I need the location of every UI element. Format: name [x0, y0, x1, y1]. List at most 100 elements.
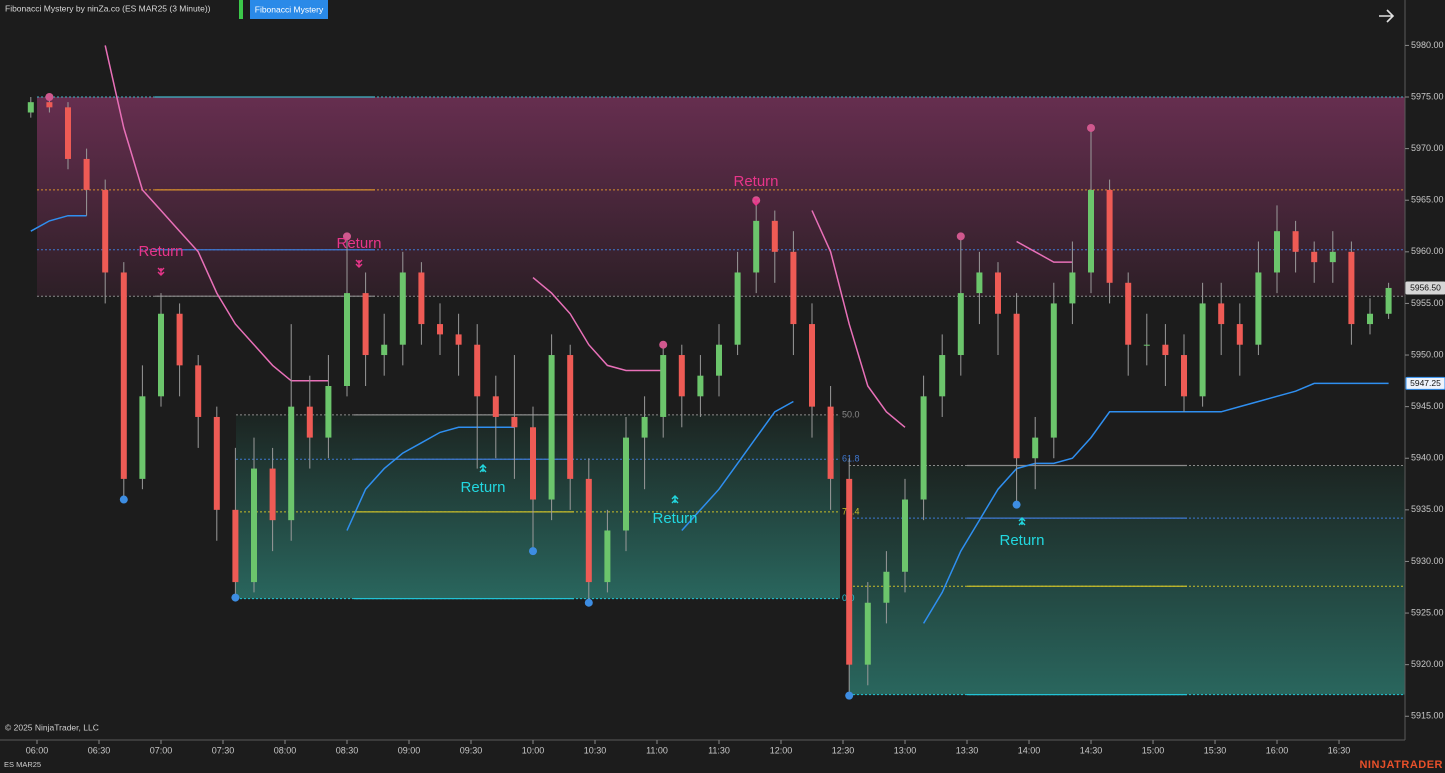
candle-body: [1292, 231, 1299, 252]
zones: 50.061.876.40.0: [37, 96, 1405, 696]
candle-body: [306, 406, 313, 438]
candle-body: [1162, 344, 1169, 356]
y-tick-label: 5930.00: [1411, 556, 1444, 566]
candle-body: [381, 344, 388, 356]
candle-body: [585, 478, 592, 583]
y-tick-label: 5950.00: [1411, 349, 1444, 359]
fib-label: 50.0: [842, 409, 860, 419]
x-tick-label: 07:30: [212, 745, 235, 755]
candle-body: [920, 396, 927, 500]
x-tick-label: 13:00: [894, 745, 917, 755]
swing-high: [659, 340, 668, 349]
candle-body: [864, 602, 871, 665]
candle-body: [176, 313, 183, 366]
candle-body: [325, 385, 332, 438]
plot: Return Return Return Return Return Return: [27, 45, 1392, 700]
y-tick-label: 5925.00: [1411, 607, 1444, 617]
candle-body: [623, 437, 629, 531]
y-tick-label: 5920.00: [1411, 659, 1444, 669]
candle-body: [1274, 231, 1280, 273]
y-tick-label: 5945.00: [1411, 401, 1444, 411]
candle-body: [65, 107, 71, 159]
candle-body: [437, 324, 443, 335]
candle-body: [139, 396, 146, 479]
swing-low: [845, 691, 854, 700]
x-tick-label: 06:00: [26, 745, 49, 755]
x-tick-label: 11:00: [646, 745, 668, 755]
fib-zone: [236, 414, 840, 599]
candle-body: [530, 427, 536, 500]
candle-body: [567, 355, 574, 479]
x-tick-label: 10:00: [522, 745, 545, 755]
x-tick-label: 08:00: [274, 745, 297, 755]
candle-body: [1125, 282, 1132, 345]
x-tick-label: 08:30: [336, 745, 359, 755]
candle-body: [790, 251, 797, 325]
annotation: Return: [733, 173, 778, 190]
y-tick-label: 5915.00: [1411, 711, 1444, 721]
candle-body: [1032, 437, 1039, 459]
candle-body: [902, 499, 908, 572]
candle-body: [288, 406, 295, 521]
candle-body: [1236, 324, 1243, 345]
annotation-arrow: [479, 464, 487, 473]
y-tick-label: 5965.00: [1411, 195, 1444, 205]
candle-body: [1069, 272, 1076, 304]
x-tick-label: 09:30: [460, 745, 483, 755]
candle-body: [1181, 355, 1187, 397]
annotation: Return: [336, 235, 381, 252]
swing-low: [584, 598, 593, 607]
indicator-button[interactable]: [250, 0, 328, 19]
x-tick-label: 12:00: [770, 745, 793, 755]
swing-high: [1087, 123, 1095, 132]
annotation-arrow: [671, 495, 679, 504]
candle-body: [753, 220, 760, 273]
candle-body: [195, 365, 202, 417]
candle-body: [511, 416, 518, 428]
candle-body: [1367, 313, 1373, 325]
indicator-button-label[interactable]: Fibonacci Mystery: [255, 4, 324, 14]
swing-low: [1012, 500, 1021, 509]
fib-zone: [849, 465, 1405, 695]
candle-body: [46, 102, 53, 108]
upper-trail: [104, 45, 1073, 428]
candle-body: [120, 272, 127, 479]
annotation-arrow: [157, 267, 165, 276]
price-label: 5956.50: [1410, 283, 1441, 293]
candle-body: [939, 355, 946, 397]
candle-body: [957, 293, 964, 356]
candle-body: [1255, 272, 1262, 345]
x-tick-label: 15:30: [1204, 745, 1227, 755]
annotation-arrow: [752, 197, 760, 206]
x-tick-label: 10:30: [584, 745, 607, 755]
candle-body: [213, 416, 220, 510]
y-tick-label: 5980.00: [1411, 40, 1444, 50]
x-tick-label: 09:00: [398, 745, 421, 755]
candle-body: [827, 406, 834, 479]
candle-body: [1311, 251, 1318, 263]
nav-arrow[interactable]: [1379, 9, 1395, 23]
axes: 5915.00 5920.00 5925.00 5930.00 5935.00 5940.…: [26, 40, 1445, 755]
x-tick-label: 07:00: [150, 745, 173, 755]
swing-high: [45, 93, 54, 102]
x-tick-label: 14:30: [1080, 745, 1103, 755]
x-tick-label: 15:00: [1142, 745, 1165, 755]
swing-low: [231, 593, 240, 602]
annotation-arrow: [1018, 517, 1026, 526]
swing-high: [956, 232, 965, 241]
price-label: 5947.25: [1410, 378, 1441, 388]
candle-body: [492, 396, 499, 417]
y-tick-label: 5970.00: [1411, 143, 1444, 153]
annotation-arrow: [355, 259, 363, 268]
candle-body: [641, 416, 648, 438]
candle-body: [1106, 189, 1113, 283]
instrument-label: ES MAR25: [4, 760, 41, 769]
x-tick-label: 12:30: [832, 745, 855, 755]
chart-title: Fibonacci Mystery by ninZa.co (ES MAR25 …: [5, 3, 211, 13]
candle-body: [809, 324, 815, 407]
x-tick-label: 11:30: [708, 745, 730, 755]
candle-body: [734, 272, 741, 345]
y-tick-label: 5940.00: [1411, 453, 1444, 463]
x-tick-label: 16:30: [1328, 745, 1351, 755]
